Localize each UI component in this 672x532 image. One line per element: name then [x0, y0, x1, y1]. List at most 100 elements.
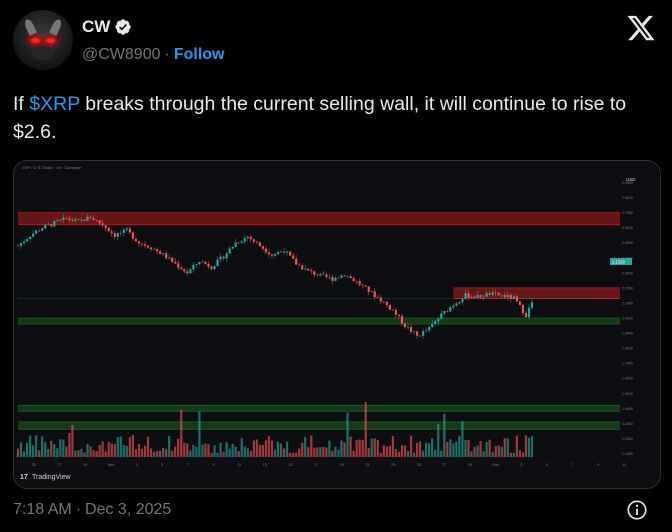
author-handle[interactable]: @CW8900: [82, 46, 161, 63]
volume-bar: [210, 452, 213, 457]
tradingview-watermark: 17 TradingView: [20, 474, 71, 481]
volume-bar: [174, 446, 177, 457]
candle-body: [325, 274, 328, 278]
author-name[interactable]: CW: [82, 17, 111, 36]
volume-bar: [515, 435, 518, 457]
volume-bar: [113, 444, 116, 457]
candle-body: [243, 238, 246, 242]
candle-body: [500, 294, 503, 296]
x-tick-label: 9: [213, 463, 215, 467]
candle-body: [71, 219, 74, 221]
tweet-time[interactable]: 7:18 AM: [13, 501, 72, 518]
candle-body: [397, 314, 401, 316]
candle-body: [295, 258, 298, 265]
candle-body: [467, 293, 470, 298]
volume-bar: [165, 448, 168, 457]
y-tick-label: 2.2000: [622, 286, 633, 290]
tweet-date[interactable]: Dec 3, 2025: [85, 501, 172, 518]
candle-body: [68, 218, 71, 220]
volume-bar: [267, 436, 271, 457]
tweet-footer: 7:18 AM · Dec 3, 2025: [13, 501, 171, 519]
candle-body: [180, 267, 183, 270]
candles-layer: [16, 213, 534, 339]
volume-bar: [295, 452, 298, 457]
x-tick-label: 23: [391, 463, 395, 467]
candle-body: [116, 233, 119, 237]
chart-image[interactable]: XRP / U.S. Dollar · 4h · Coinbase USD 2.…: [13, 160, 661, 489]
volume-bar: [171, 450, 174, 457]
candle-body: [44, 224, 47, 229]
volume-bar: [527, 437, 531, 457]
volume-bar: [361, 439, 364, 457]
volume-bar: [231, 444, 234, 457]
volume-bar: [22, 451, 26, 457]
volume-bar: [506, 438, 509, 457]
volume-bar: [128, 437, 131, 457]
volume-bar: [503, 438, 506, 457]
volume-bar: [213, 445, 216, 457]
candle-body: [183, 269, 186, 272]
volume-bar: [355, 440, 358, 457]
author-avatar[interactable]: [13, 10, 73, 70]
candle-body: [95, 219, 98, 221]
info-icon[interactable]: [626, 499, 648, 521]
candle-body: [110, 231, 113, 234]
candle-body: [50, 224, 53, 227]
candle-body: [479, 295, 482, 298]
candle-body: [255, 241, 258, 243]
candle-body: [279, 251, 283, 253]
candle-body: [494, 292, 497, 293]
candle-body: [186, 271, 189, 274]
candle-body: [74, 219, 77, 221]
candle-body: [134, 238, 138, 242]
candle-body: [219, 256, 222, 260]
separator-dot: ·: [75, 501, 82, 518]
cashtag-link[interactable]: $XRP: [29, 93, 80, 115]
volume-bar: [415, 442, 419, 457]
candle-body: [434, 321, 437, 324]
volume-bar: [373, 438, 376, 457]
candle-body: [28, 236, 32, 240]
volume-bar: [512, 452, 515, 457]
candle-body: [113, 233, 116, 237]
volume-bar: [316, 447, 319, 457]
volume-bar: [219, 442, 222, 457]
volume-bar: [146, 436, 150, 457]
volume-bar: [337, 449, 340, 457]
x-tick-label: Nov: [108, 463, 115, 467]
candle-body: [143, 244, 147, 246]
candle-body: [364, 285, 367, 287]
candle-body: [298, 264, 301, 266]
candle-body: [59, 219, 62, 221]
volume-bar: [110, 443, 113, 457]
volume-bar: [446, 441, 449, 457]
candle-body: [195, 264, 198, 265]
volume-bar: [391, 435, 395, 457]
volume-bar: [473, 447, 476, 457]
volume-bar: [285, 441, 289, 457]
volume-bar: [455, 441, 458, 457]
candle-body: [47, 224, 50, 225]
x-tick-label: 25: [417, 463, 421, 467]
volume-bar: [68, 433, 71, 457]
candle-body: [340, 275, 343, 278]
support-zone: [18, 318, 620, 325]
y-tick-label: 2.8000: [622, 196, 633, 200]
candle-body: [192, 264, 195, 270]
follow-button[interactable]: Follow: [173, 46, 225, 63]
volume-bar: [276, 441, 280, 457]
volume-bar: [74, 450, 77, 457]
currency-label: USD: [626, 177, 636, 182]
candle-body: [261, 246, 264, 249]
candle-body: [174, 261, 177, 264]
volume-bar: [301, 442, 304, 457]
volume-bar: [152, 451, 156, 457]
volume-bar: [388, 445, 391, 457]
volume-bar: [101, 441, 104, 457]
volume-bar: [143, 445, 147, 457]
candle-body: [328, 276, 331, 278]
x-logo-icon[interactable]: [626, 13, 656, 43]
volume-bar: [168, 435, 171, 457]
volume-bar: [382, 445, 385, 457]
x-tick-label: 27: [442, 463, 446, 467]
